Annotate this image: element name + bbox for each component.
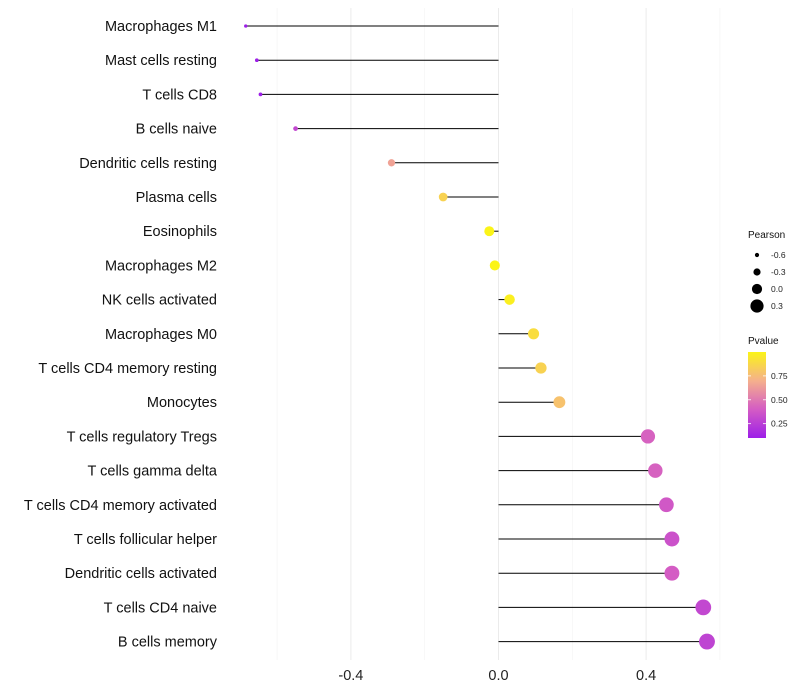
y-axis-label: Dendritic cells resting	[79, 156, 217, 172]
lollipop-point	[254, 58, 259, 63]
lollipop-point	[258, 92, 263, 97]
y-axis-label: Plasma cells	[136, 190, 217, 206]
legend-size-label: -0.3	[771, 267, 786, 277]
lollipop-point	[244, 24, 248, 28]
legend-color-label: 0.25	[771, 419, 788, 429]
y-axis-label: NK cells activated	[102, 293, 217, 309]
legend-pearson: Pearson -0.6 -0.3 0.0 0.3	[748, 230, 786, 313]
x-tick-label: 0.0	[488, 668, 508, 684]
y-axis-label: Macrophages M0	[105, 327, 217, 343]
x-tick-label: 0.4	[636, 668, 656, 684]
lollipop-point	[664, 565, 680, 581]
legend-size-key	[753, 268, 761, 276]
legend-pvalue: Pvalue 0.75 0.50 0.25	[748, 336, 788, 438]
legend-size-key	[754, 252, 760, 258]
legend-size-key	[751, 283, 763, 295]
lollipop-point	[484, 226, 495, 237]
legend-color-label: 0.75	[771, 371, 788, 381]
lollipop-point	[648, 463, 663, 478]
y-axis-label: Dendritic cells activated	[65, 566, 217, 582]
legend-size-label: 0.3	[771, 301, 783, 311]
y-axis-label: T cells CD4 naive	[104, 600, 217, 616]
y-axis-label: T cells CD4 memory activated	[24, 498, 217, 514]
lollipop-point	[527, 328, 540, 340]
y-axis-label: Macrophages M2	[105, 258, 217, 274]
y-axis-label: Macrophages M1	[105, 19, 217, 35]
y-axis-label: Eosinophils	[143, 224, 217, 240]
x-axis-ticks: -0.4 0.0 0.4	[338, 668, 656, 684]
lollipop-point	[659, 497, 674, 513]
y-axis-label: T cells CD8	[142, 87, 217, 103]
lollipop-point	[640, 429, 656, 444]
y-axis-label: T cells regulatory Tregs	[67, 429, 217, 445]
lollipop-point	[535, 362, 547, 374]
lollipop-point	[504, 294, 515, 305]
lollipop-point	[699, 633, 715, 650]
segment-layer	[245, 25, 707, 643]
y-axis-label: B cells memory	[118, 635, 218, 651]
y-axis-label: Monocytes	[147, 395, 217, 411]
legend-pearson-title: Pearson	[748, 230, 785, 241]
y-axis-label: T cells gamma delta	[88, 464, 218, 480]
lollipop-point	[664, 531, 680, 547]
y-axis-label: Mast cells resting	[105, 53, 217, 69]
legend-size-key	[750, 299, 764, 313]
legend-pvalue-title: Pvalue	[748, 336, 779, 347]
legend-size-label: -0.6	[771, 250, 786, 260]
lollipop-point	[695, 599, 712, 616]
point-layer	[244, 24, 715, 650]
y-axis-label: T cells follicular helper	[74, 532, 217, 548]
y-axis-labels: Macrophages M1 Mast cells resting T cells …	[24, 19, 218, 651]
y-axis-label: T cells CD4 memory resting	[38, 361, 217, 377]
lollipop-point	[553, 396, 566, 409]
lollipop-point	[387, 159, 396, 167]
legend-color-label: 0.50	[771, 395, 788, 405]
legend-colorbar	[748, 352, 766, 438]
lollipop-point	[438, 192, 448, 202]
lollipop-point	[489, 260, 500, 271]
legend-size-label: 0.0	[771, 284, 783, 294]
x-tick-label: -0.4	[338, 668, 363, 684]
lollipop-point	[293, 126, 298, 131]
y-axis-label: B cells naive	[136, 122, 217, 138]
